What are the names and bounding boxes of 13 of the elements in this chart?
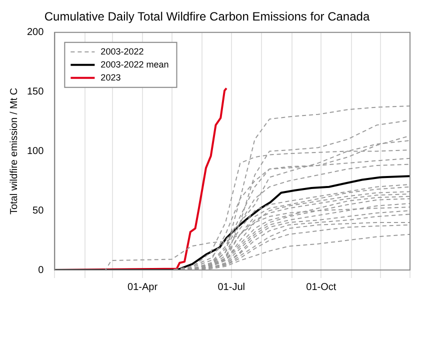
chart-title: Cumulative Daily Total Wildfire Carbon Emissions for Canada — [44, 10, 370, 24]
y-tick-label: 50 — [32, 205, 44, 216]
x-tick-label: 01-Oct — [306, 282, 336, 293]
x-tick-label: 01-Apr — [128, 282, 158, 293]
y-tick-label: 100 — [26, 146, 44, 157]
y-axis-title: Total wildfire emission / Mt C — [8, 88, 20, 215]
x-tick-label: 01-Jul — [218, 282, 245, 293]
y-tick-label: 200 — [26, 27, 44, 38]
y-tick-label: 0 — [38, 264, 44, 276]
legend-label: 2003-2022 mean — [100, 59, 169, 70]
legend-label: 2003-2022 — [100, 46, 144, 56]
legend-label: 2023 — [100, 72, 121, 82]
y-tick-label: 150 — [26, 86, 44, 98]
